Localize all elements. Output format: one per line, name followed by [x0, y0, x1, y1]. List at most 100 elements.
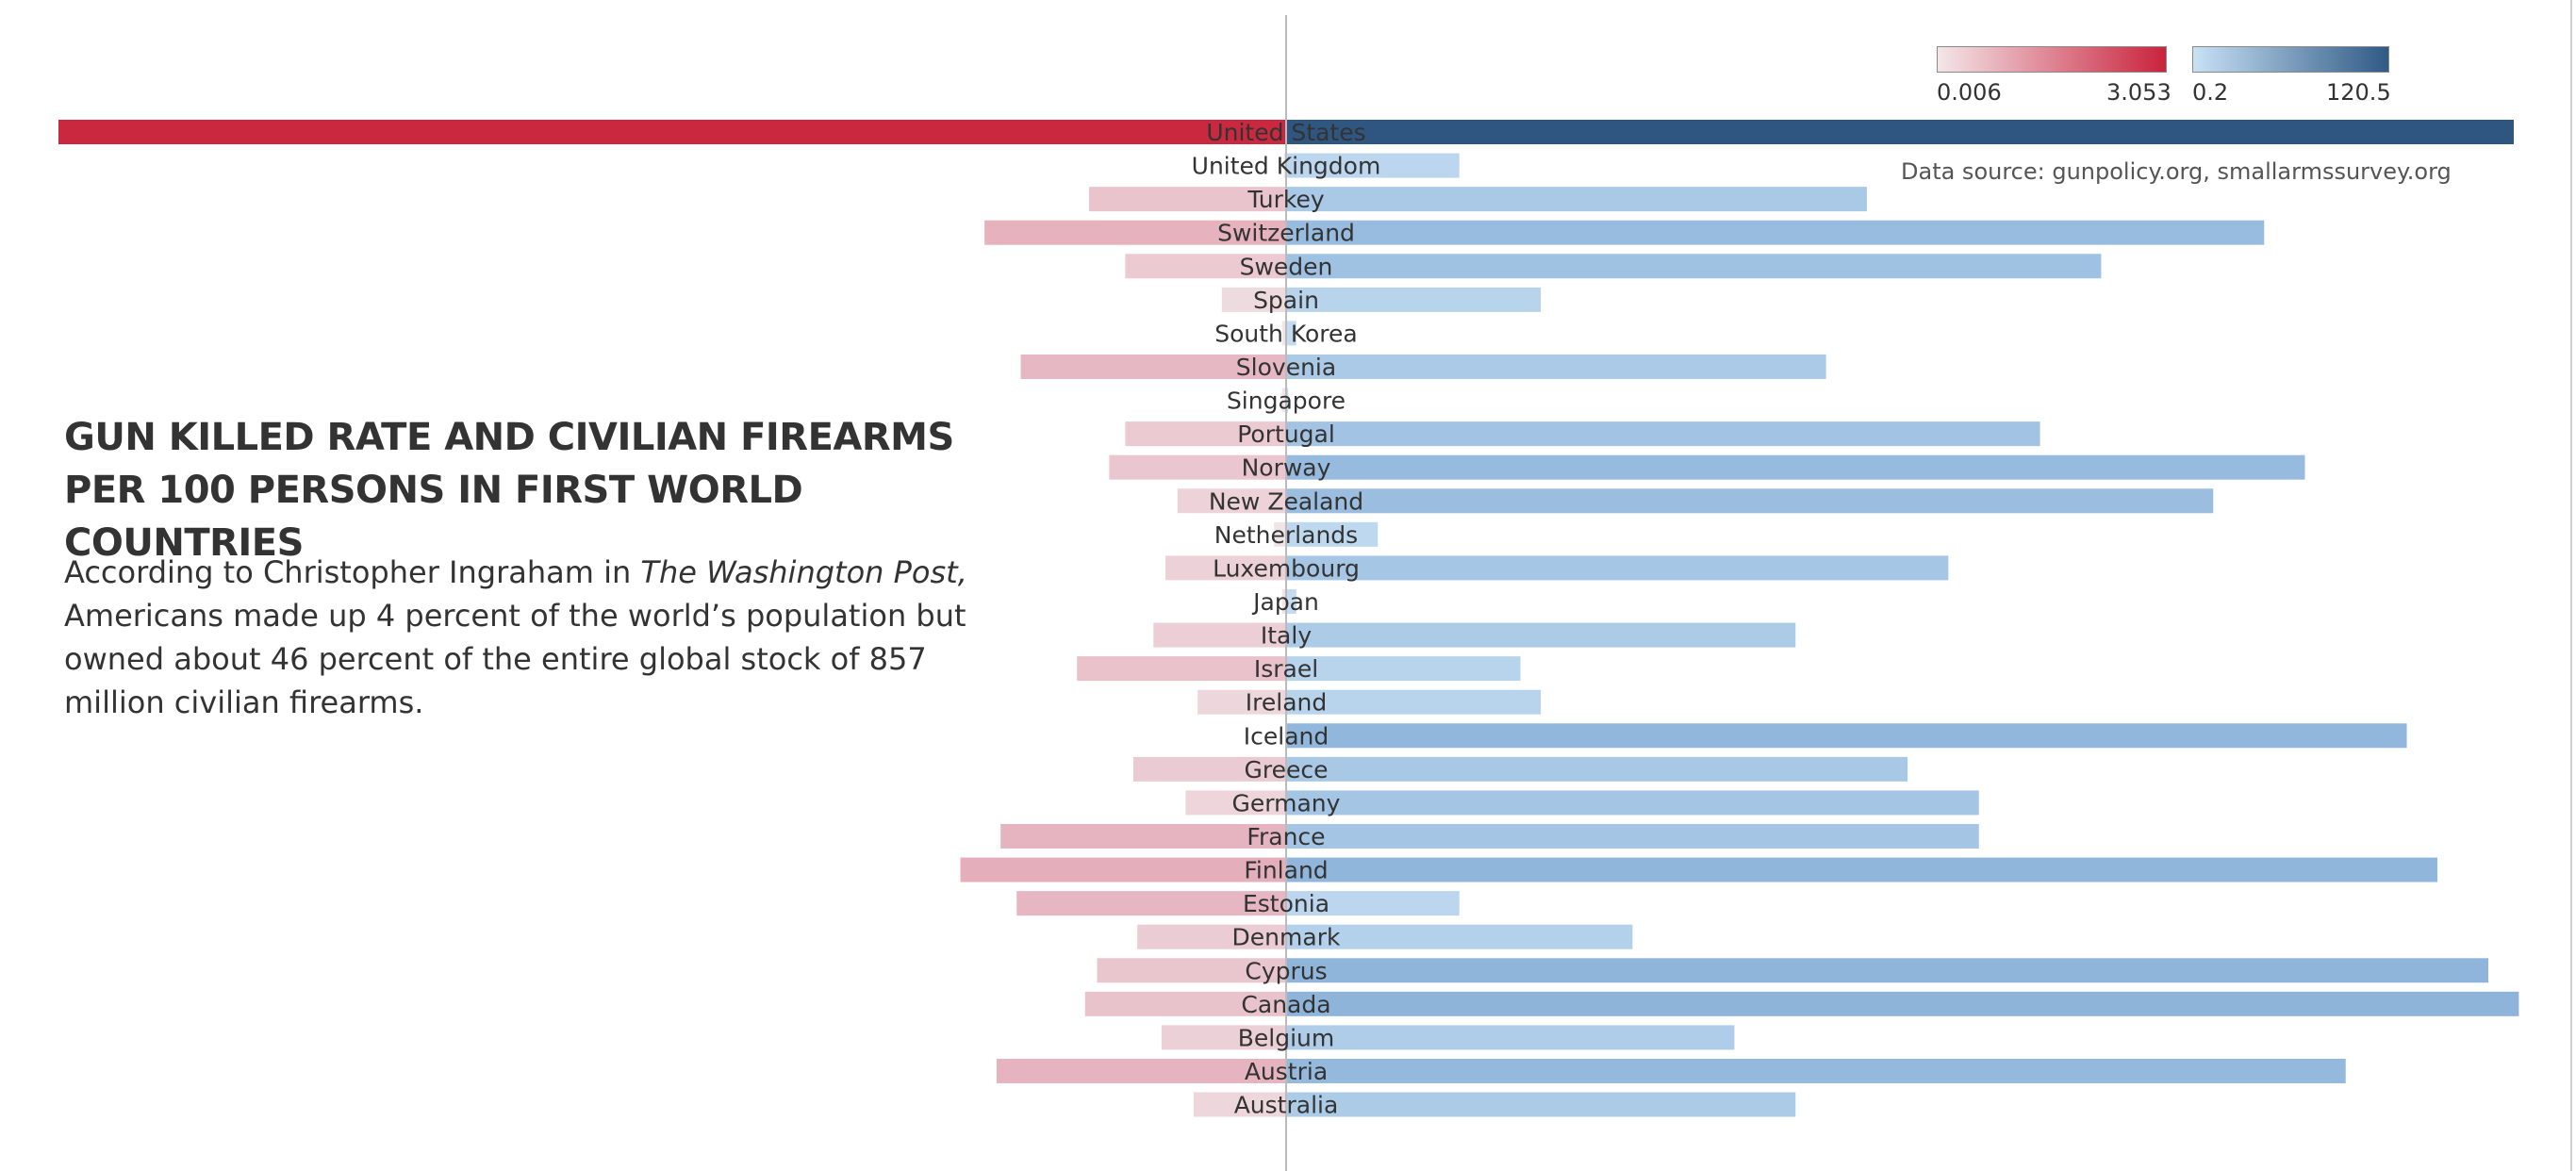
country-label: Israel — [1254, 655, 1318, 683]
bar-killed-japan — [1281, 588, 1286, 614]
bar-firearms-slovenia — [1286, 354, 1826, 379]
bar-firearms-spain — [1286, 287, 1542, 312]
country-label: Turkey — [1247, 186, 1325, 213]
data-source-note: Data source: gunpolicy.org, smallarmssur… — [1901, 158, 2452, 185]
bar-firearms-denmark — [1286, 924, 1633, 949]
country-label: France — [1247, 823, 1325, 850]
bar-firearms-estonia — [1286, 891, 1460, 916]
bar-firearms-ireland — [1286, 689, 1542, 715]
bar-firearms-canada — [1286, 991, 2519, 1016]
bar-firearms-iceland — [1286, 723, 2407, 749]
bar-killed-finland — [960, 857, 1286, 882]
bar-killed-estonia — [1016, 891, 1286, 916]
bar-killed-luxembourg — [1165, 555, 1286, 581]
bar-killed-netherlands — [1274, 521, 1286, 547]
bar-killed-ireland — [1197, 689, 1286, 715]
country-label: Slovenia — [1236, 354, 1336, 381]
bar-firearms-finland — [1286, 857, 2437, 882]
right-divider — [2570, 0, 2572, 1171]
country-label: Australia — [1234, 1092, 1339, 1119]
bar-firearms-australia — [1286, 1092, 1796, 1117]
bar-firearms-switzerland — [1286, 220, 2265, 245]
bar-firearms-italy — [1286, 622, 1796, 648]
chart-title: GUN KILLED RATE AND CIVILIAN FIREARMS PE… — [64, 416, 954, 565]
bar-killed-france — [1000, 823, 1286, 849]
bar-killed-united-states — [58, 120, 1286, 144]
bar-firearms-france — [1286, 823, 1979, 849]
bar-killed-germany — [1185, 790, 1286, 816]
bar-killed-belgium — [1161, 1025, 1286, 1050]
bar-killed-portugal — [1125, 421, 1286, 447]
country-label: Portugal — [1237, 421, 1335, 448]
country-label: Denmark — [1232, 924, 1341, 951]
bar-killed-denmark — [1137, 924, 1286, 949]
country-label: Greece — [1245, 756, 1329, 783]
bar-killed-greece — [1132, 756, 1286, 782]
bar-firearms-japan — [1286, 588, 1296, 614]
country-label: Canada — [1241, 991, 1330, 1018]
bar-firearms-turkey — [1286, 187, 1867, 212]
bar-firearms-cyprus — [1286, 958, 2488, 983]
country-label: Cyprus — [1245, 957, 1327, 984]
country-label: Belgium — [1238, 1024, 1335, 1051]
country-label: Netherlands — [1214, 521, 1358, 549]
bar-firearms-united-kingdom — [1286, 153, 1460, 178]
bar-killed-israel — [1077, 656, 1286, 682]
country-label: South Korea — [1214, 320, 1357, 347]
legend-killed-min: 0.006 — [1937, 79, 2002, 106]
bar-firearms-netherlands — [1286, 521, 1379, 547]
legend-killed-gradient — [1937, 46, 2167, 73]
legend-firearms-max: 120.5 — [2326, 79, 2391, 106]
bar-firearms-norway — [1286, 454, 2305, 480]
intro-text-before: According to Christopher Ingraham in — [64, 554, 641, 590]
country-label: Switzerland — [1217, 220, 1355, 247]
bar-firearms-belgium — [1286, 1025, 1735, 1050]
country-label: Luxembourg — [1213, 554, 1360, 582]
country-label: Estonia — [1243, 890, 1329, 917]
country-label: Japan — [1251, 588, 1319, 616]
country-label: Germany — [1232, 789, 1341, 816]
bar-firearms-south-korea — [1286, 321, 1296, 346]
country-label: Austria — [1245, 1058, 1328, 1085]
bar-killed-austria — [996, 1058, 1286, 1083]
country-label: Norway — [1242, 454, 1331, 482]
country-label: Iceland — [1244, 722, 1329, 750]
bar-killed-singapore — [1281, 388, 1286, 413]
country-label: Ireland — [1246, 689, 1327, 717]
bar-killed-sweden — [1125, 254, 1286, 279]
bar-killed-new-zealand — [1177, 488, 1286, 514]
bar-killed-south-korea — [1281, 321, 1286, 346]
bar-firearms-israel — [1286, 656, 1521, 682]
bar-killed-switzerland — [984, 220, 1286, 245]
country-label: United Kingdom — [1192, 153, 1381, 180]
publication-name: The Washington Post, — [640, 554, 967, 590]
country-label: New Zealand — [1209, 487, 1363, 515]
country-label: Spain — [1253, 287, 1319, 314]
bar-killed-spain — [1221, 287, 1286, 312]
bar-killed-slovenia — [1020, 354, 1286, 379]
bar-firearms-austria — [1286, 1058, 2346, 1083]
country-label: Finland — [1244, 857, 1328, 884]
legend-firearms-min: 0.2 — [2192, 79, 2229, 106]
country-label: Sweden — [1240, 253, 1333, 280]
bar-firearms-germany — [1286, 790, 1979, 816]
bar-firearms-greece — [1286, 756, 1908, 782]
bar-firearms-portugal — [1286, 421, 2040, 447]
legend-firearms-gradient — [2192, 46, 2389, 73]
bar-killed-cyprus — [1097, 958, 1286, 983]
bar-firearms-sweden — [1286, 254, 2102, 279]
bar-firearms-new-zealand — [1286, 488, 2214, 514]
bar-killed-turkey — [1089, 187, 1286, 212]
intro-paragraph: According to Christopher Ingraham in The… — [64, 551, 969, 724]
bar-firearms-united-states — [1286, 120, 2514, 144]
country-label: United States — [1206, 119, 1365, 146]
bar-firearms-luxembourg — [1286, 555, 1949, 581]
bar-firearms-singapore — [1286, 388, 1289, 413]
bar-killed-norway — [1109, 454, 1286, 480]
country-label: Singapore — [1227, 388, 1346, 415]
bar-killed-canada — [1084, 991, 1286, 1016]
bar-killed-united-kingdom — [1283, 153, 1286, 178]
legend-killed-max: 3.053 — [2106, 79, 2171, 106]
intro-text-after: Americans made up 4 percent of the world… — [64, 598, 966, 720]
